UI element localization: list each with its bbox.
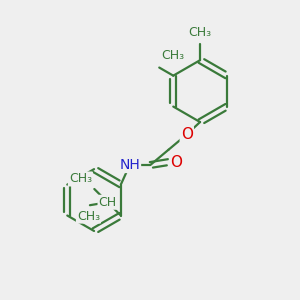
Text: NH: NH: [119, 158, 140, 172]
Text: O: O: [181, 127, 193, 142]
Text: CH₃: CH₃: [188, 26, 212, 39]
Text: O: O: [170, 154, 182, 169]
Text: CH₃: CH₃: [77, 210, 100, 223]
Text: CH₃: CH₃: [162, 49, 185, 62]
Text: CH₃: CH₃: [69, 172, 92, 185]
Text: CH: CH: [98, 196, 117, 209]
